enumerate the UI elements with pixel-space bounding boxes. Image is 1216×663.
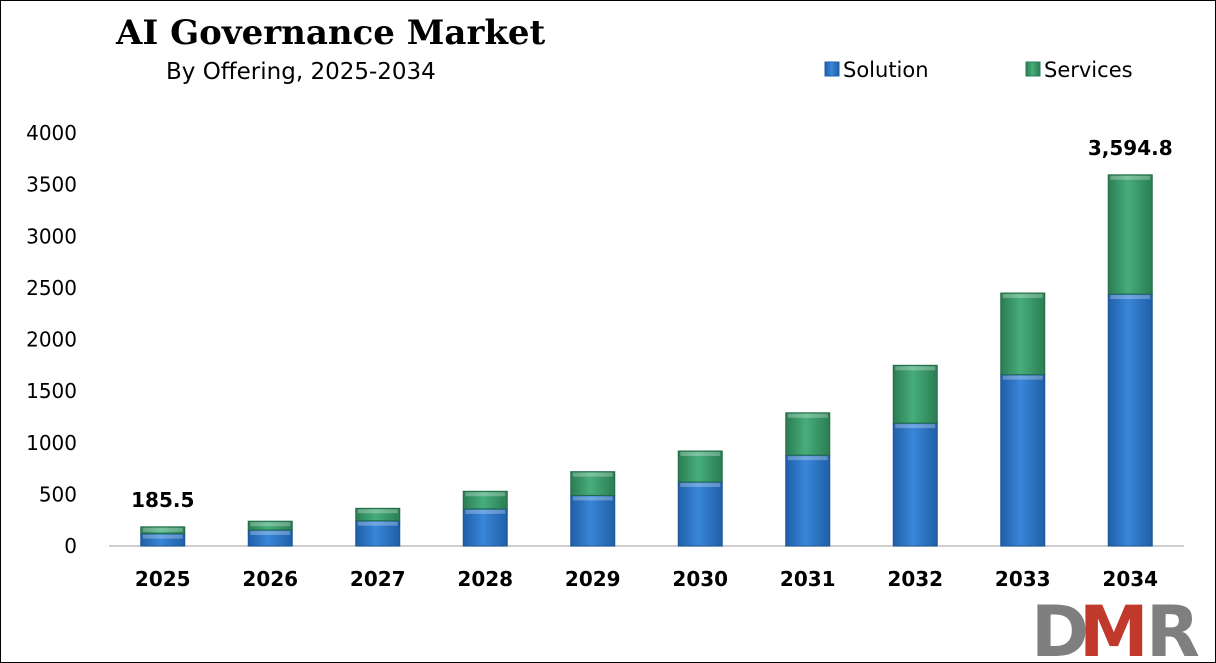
bar-services-2034: [1107, 174, 1153, 295]
bar-services-2033: [1000, 292, 1046, 376]
x-tick-label-2031: 2031: [780, 567, 836, 591]
bar-bevel-solution-2031: [787, 456, 828, 461]
bar-bevel-solution-2029: [572, 496, 613, 501]
x-tick-label-2028: 2028: [457, 567, 513, 591]
bar-services-2031: [785, 412, 831, 456]
data-label-2034: 3,594.8: [1088, 136, 1173, 160]
bar-services-2032: [892, 364, 938, 424]
x-tick-label-2033: 2033: [995, 567, 1051, 591]
bar-bevel-solution-2030: [680, 482, 721, 487]
x-tick-label-2027: 2027: [350, 567, 406, 591]
bar-services-2026: [247, 520, 293, 531]
x-tick-label-2032: 2032: [887, 567, 943, 591]
x-tick-label-2030: 2030: [672, 567, 728, 591]
bar-bevel-services-2031: [787, 413, 828, 418]
bar-bevel-services-2033: [1002, 294, 1043, 299]
bar-bevel-services-2030: [680, 452, 721, 457]
data-labels: 185.5 3,594.8: [131, 136, 1173, 512]
y-tick-label: 1000: [26, 431, 77, 455]
x-axis: 2025 2026 2027 2028 2029 2030 2031 2032 2033 2034: [109, 545, 1184, 591]
x-tick-label-2026: 2026: [242, 567, 298, 591]
chart-title: AI Governance Market: [115, 13, 546, 53]
y-tick-label: 2500: [26, 276, 77, 300]
legend: Solution Services: [824, 58, 1133, 82]
legend-swatch-services: [1025, 61, 1041, 77]
bar-bevel-solution-2025: [142, 534, 183, 539]
bar-solution-2030: [677, 481, 723, 547]
bars: [140, 174, 1153, 547]
bar-bevel-solution-2028: [465, 509, 506, 514]
y-tick-label: 3500: [26, 173, 77, 197]
bar-bevel-services-2027: [357, 509, 398, 514]
bar-bevel-services-2029: [572, 472, 613, 477]
bar-bevel-services-2032: [895, 366, 936, 371]
bar-solution-2034: [1107, 293, 1153, 547]
bar-bevel-solution-2032: [895, 424, 936, 429]
bar-bevel-services-2025: [142, 527, 183, 532]
legend-swatch-solution: [824, 61, 840, 77]
y-tick-label: 1500: [26, 379, 77, 403]
y-tick-label: 3000: [26, 224, 77, 248]
bar-services-2029: [570, 471, 616, 496]
bar-bevel-services-2034: [1110, 175, 1151, 180]
logo-letter-m: M: [1079, 591, 1149, 662]
x-tick-label-2034: 2034: [1102, 567, 1158, 591]
x-tick-label-2029: 2029: [565, 567, 621, 591]
bar-solution-2031: [785, 454, 831, 547]
y-axis: 0 500 1000 1500 2000 2500 3000 3500 4000: [26, 121, 77, 558]
bar-solution-2027: [355, 520, 401, 547]
bar-bevel-solution-2033: [1002, 375, 1043, 380]
legend-label-solution: Solution: [843, 58, 929, 82]
y-tick-label: 500: [39, 482, 77, 506]
logo-letter-d: D: [1031, 591, 1089, 662]
y-tick-label: 4000: [26, 121, 77, 145]
bar-services-2025: [140, 526, 186, 535]
dmr-logo: D M R: [1031, 591, 1200, 662]
bar-bevel-solution-2027: [357, 521, 398, 526]
bar-bevel-solution-2034: [1110, 295, 1151, 300]
bar-solution-2033: [1000, 374, 1046, 547]
y-tick-label: 0: [64, 534, 77, 558]
logo-letter-r: R: [1146, 591, 1200, 662]
bar-solution-2029: [570, 494, 616, 547]
legend-label-services: Services: [1044, 58, 1133, 82]
bar-bevel-services-2028: [465, 492, 506, 497]
y-tick-label: 2000: [26, 328, 77, 352]
bar-services-2027: [355, 507, 401, 522]
bar-bevel-services-2026: [250, 522, 291, 527]
bar-solution-2028: [462, 508, 508, 547]
x-tick-label-2025: 2025: [135, 567, 191, 591]
chart-subtitle: By Offering, 2025-2034: [166, 59, 436, 85]
bar-services-2030: [677, 450, 723, 483]
bar-services-2028: [462, 490, 508, 510]
bar-solution-2032: [892, 422, 938, 547]
data-label-2025: 185.5: [131, 488, 194, 512]
bar-bevel-solution-2026: [250, 530, 291, 535]
